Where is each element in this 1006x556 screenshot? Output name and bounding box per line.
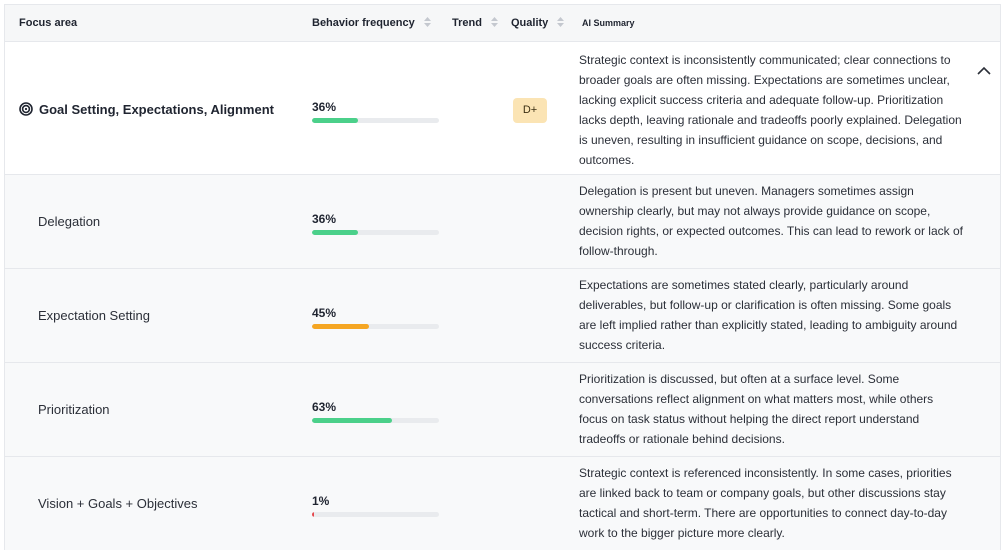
sort-icon[interactable] [423, 17, 431, 28]
sort-icon[interactable] [557, 17, 565, 28]
table-row-vision-goals-objectives[interactable]: Vision + Goals + Objectives 1% Strategic… [5, 457, 1000, 550]
frequency-bar [312, 118, 439, 123]
ai-summary-text: Delegation is present but uneven. Manage… [579, 184, 963, 258]
chevron-up-icon[interactable] [977, 66, 991, 75]
frequency-value: 63% [312, 400, 337, 414]
header-behavior-frequency-label: Behavior frequency [312, 17, 415, 29]
frequency-bar-fill [312, 512, 314, 517]
ai-summary-text: Expectations are sometimes stated clearl… [579, 278, 958, 352]
row-label: Prioritization [38, 402, 110, 417]
ai-summary-text: Strategic context is inconsistently comm… [579, 53, 962, 167]
frequency-bar-fill [312, 324, 370, 329]
quality-badge: D+ [513, 98, 547, 123]
table-row-prioritization[interactable]: Prioritization 63% Prioritization is dis… [5, 363, 1000, 457]
row-label: Vision + Goals + Objectives [38, 496, 198, 511]
header-focus-area-label: Focus area [19, 17, 78, 29]
ai-summary-text: Strategic context is referenced inconsis… [579, 466, 952, 540]
header-trend[interactable]: Trend [452, 5, 499, 42]
frequency-bar [312, 418, 439, 423]
table-row-delegation[interactable]: Delegation 36% Delegation is present but… [5, 175, 1000, 269]
table-row-expectation-setting[interactable]: Expectation Setting 45% Expectations are… [5, 269, 1000, 363]
table-row-goal-setting[interactable]: Goal Setting, Expectations, Alignment 36… [5, 42, 1000, 175]
frequency-value: 36% [312, 100, 337, 114]
row-label: Goal Setting, Expectations, Alignment [39, 102, 274, 117]
frequency-bar-fill [312, 230, 358, 235]
header-ai-summary-label: AI Summary [582, 18, 635, 28]
ai-summary-text: Prioritization is discussed, but often a… [579, 372, 934, 446]
frequency-bar [312, 230, 439, 235]
frequency-value: 45% [312, 306, 337, 320]
header-focus-area: Focus area [19, 5, 77, 42]
row-label: Delegation [38, 214, 101, 229]
sort-icon[interactable] [491, 17, 499, 28]
frequency-value: 1% [312, 494, 330, 508]
target-icon [19, 102, 33, 116]
frequency-value: 36% [312, 212, 337, 226]
header-ai-summary: AI Summary [582, 5, 635, 42]
header-quality[interactable]: Quality [511, 5, 565, 42]
frequency-bar-fill [312, 418, 392, 423]
row-label: Expectation Setting [38, 308, 151, 323]
focus-area-table: Focus area Behavior frequency Trend Qual… [4, 4, 1001, 550]
header-trend-label: Trend [452, 17, 482, 29]
frequency-bar [312, 324, 439, 329]
frequency-bar [312, 512, 439, 517]
header-behavior-frequency[interactable]: Behavior frequency [312, 5, 431, 42]
frequency-bar-fill [312, 118, 358, 123]
header-quality-label: Quality [511, 17, 549, 29]
table-header: Focus area Behavior frequency Trend Qual… [5, 5, 1000, 42]
